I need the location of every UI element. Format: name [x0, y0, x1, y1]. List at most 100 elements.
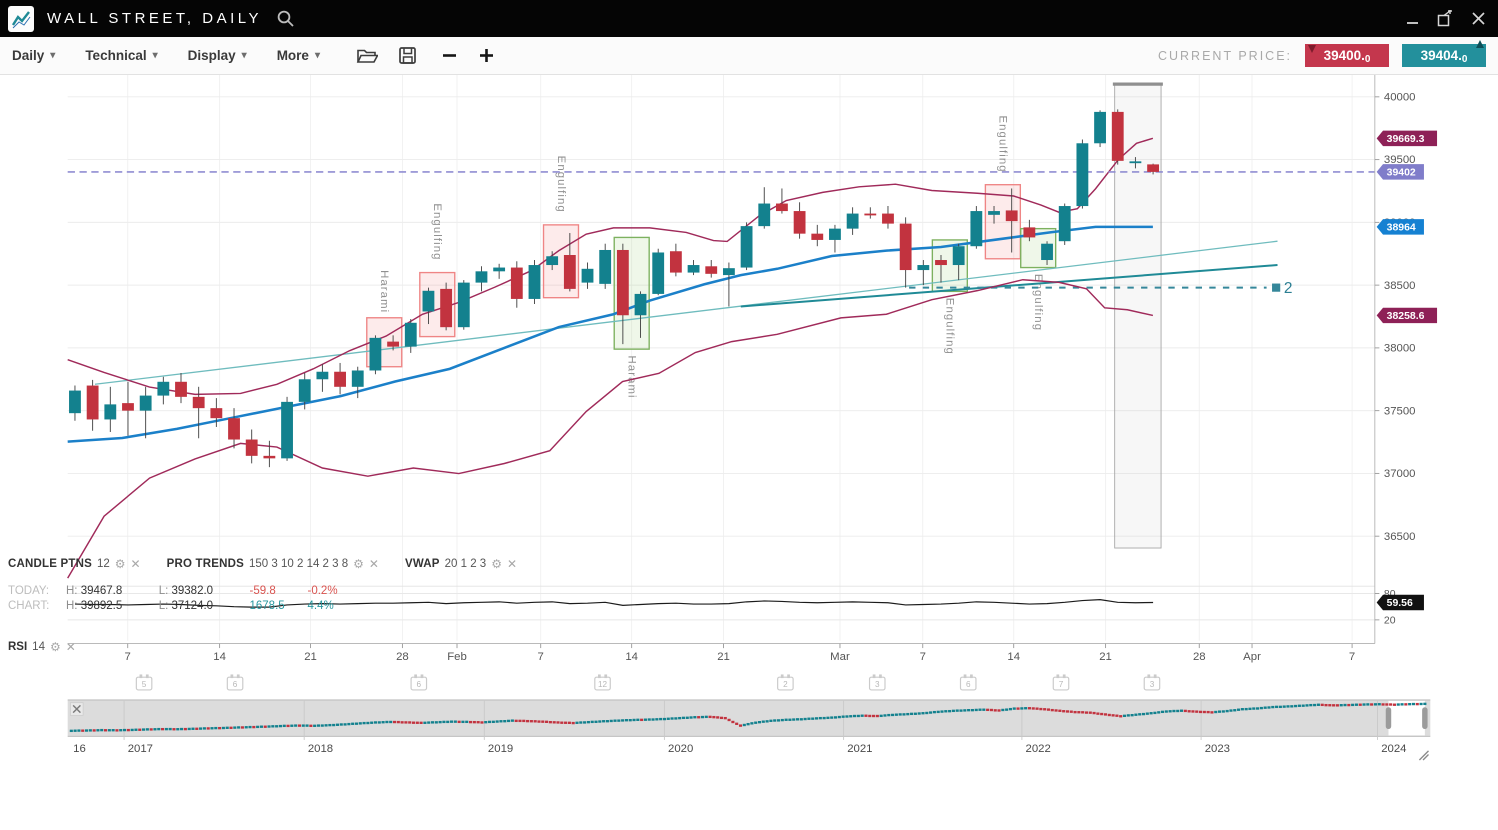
candle: [86, 385, 99, 420]
chevron-down-icon: ▾: [152, 50, 158, 61]
svg-text:39402: 39402: [1387, 168, 1416, 179]
current-price-label: CURRENT PRICE:: [1157, 48, 1292, 63]
indicator-pro-trends[interactable]: PRO TRENDS 150 3 10 2 14 2 3 8 ⚙ ✕: [166, 557, 379, 571]
candle: [669, 251, 682, 273]
candle: [1094, 111, 1106, 144]
svg-text:6: 6: [966, 680, 971, 689]
candle: [510, 267, 523, 299]
candle: [1041, 243, 1053, 261]
calendar-marker-icon[interactable]: 5: [135, 674, 153, 691]
candle: [404, 322, 417, 347]
svg-text:14: 14: [213, 651, 226, 663]
price-marker-badge: 38964: [1376, 219, 1424, 235]
svg-text:40000: 40000: [1384, 91, 1416, 103]
pattern-box-engulfing: Engulfing: [984, 115, 1022, 260]
candle: [281, 401, 293, 459]
trend-line-2[interactable]: [740, 264, 1278, 308]
svg-text:38964: 38964: [1387, 223, 1416, 234]
svg-text:7: 7: [920, 651, 926, 663]
chart-area: Harami Engulfing Engulfing Harami Engulfing E…: [0, 75, 1498, 830]
svg-text:5: 5: [142, 680, 147, 689]
zoom-out-button[interactable]: [441, 47, 458, 64]
window-title: WALL STREET, DAILY: [47, 10, 262, 27]
candle: [687, 265, 700, 273]
candle: [1129, 161, 1142, 164]
candle: [422, 290, 435, 312]
level-line-2[interactable]: 2: [909, 280, 1292, 297]
candle: [970, 211, 983, 247]
candle: [387, 341, 400, 347]
svg-text:37000: 37000: [1384, 468, 1416, 480]
candle: [104, 404, 117, 420]
candle: [440, 288, 453, 328]
candle: [599, 249, 612, 284]
rsi-line: [74, 599, 1154, 608]
save-icon[interactable]: [398, 46, 417, 65]
menu-technical[interactable]: Technical ▾: [85, 48, 158, 63]
indicator-vwap[interactable]: VWAP 20 1 2 3 ⚙ ✕: [404, 557, 518, 571]
zoom-in-button[interactable]: [478, 47, 495, 64]
settings-gear-icon[interactable]: ⚙: [353, 557, 364, 571]
menu-timeframe-daily[interactable]: Daily ▾: [12, 48, 56, 63]
candle: [316, 371, 329, 380]
indicator-candle-patterns[interactable]: CANDLE PTNS 12 ⚙ ✕: [8, 557, 141, 571]
calendar-marker-icon[interactable]: 2: [777, 674, 794, 691]
year-label: 2024: [1381, 743, 1406, 755]
candle: [634, 293, 647, 316]
close-button[interactable]: [1471, 11, 1486, 26]
remove-indicator-icon[interactable]: ✕: [65, 640, 76, 654]
candle: [369, 337, 382, 371]
remove-indicator-icon[interactable]: ✕: [368, 557, 379, 571]
settings-gear-icon[interactable]: ⚙: [49, 640, 61, 654]
candles-layer: [69, 109, 1160, 468]
candle: [882, 213, 894, 224]
price-marker-badge: 39669.3: [1376, 130, 1438, 147]
svg-text:7: 7: [538, 651, 544, 663]
candle: [1058, 206, 1071, 242]
calendar-marker-icon[interactable]: 6: [226, 674, 244, 691]
svg-text:7: 7: [1059, 680, 1064, 689]
settings-gear-icon[interactable]: ⚙: [491, 557, 502, 571]
candle: [228, 418, 240, 440]
nav-selection[interactable]: [1388, 700, 1425, 736]
price-chart-canvas[interactable]: Harami Engulfing Engulfing Harami Engulfing E…: [0, 75, 1498, 830]
nav-handle-left[interactable]: [1385, 707, 1392, 730]
svg-text:7: 7: [1349, 651, 1355, 663]
nav-close-icon[interactable]: [69, 702, 84, 716]
bid-price-badge[interactable]: 39400. 0: [1305, 44, 1389, 67]
calendar-marker-icon[interactable]: 3: [1143, 674, 1161, 691]
svg-text:2: 2: [783, 680, 788, 689]
nav-handle-right[interactable]: [1422, 707, 1428, 730]
remove-indicator-icon[interactable]: ✕: [130, 557, 141, 571]
trend-line-1[interactable]: [94, 240, 1278, 385]
resize-grip[interactable]: [1418, 750, 1429, 761]
svg-text:14: 14: [1007, 651, 1020, 663]
candle: [1111, 111, 1124, 161]
pattern-label: Engulfing: [997, 115, 1009, 172]
candle: [69, 390, 81, 414]
calendar-marker-icon[interactable]: 12: [594, 674, 611, 691]
candle: [210, 408, 223, 419]
candle: [475, 271, 488, 283]
restore-window-button[interactable]: [1437, 10, 1454, 27]
menu-display[interactable]: Display ▾: [187, 48, 247, 63]
minimize-button[interactable]: [1406, 12, 1420, 26]
settings-gear-icon[interactable]: ⚙: [114, 557, 126, 571]
candle: [351, 370, 364, 387]
remove-indicator-icon[interactable]: ✕: [506, 557, 518, 571]
calendar-marker-icon[interactable]: 7: [1052, 674, 1070, 691]
time-axis[interactable]: 7 14 21 28 Feb 7 14 21 Mar 7 14 21 28 Apr 7: [125, 643, 1356, 663]
svg-text:14: 14: [625, 651, 638, 663]
ask-price-badge[interactable]: 39404. 0: [1402, 40, 1486, 67]
indicator-rsi[interactable]: RSI 14 ⚙ ✕: [8, 640, 76, 654]
calendar-marker-icon[interactable]: 3: [868, 674, 886, 691]
year-label: 2022: [1026, 743, 1051, 755]
search-icon[interactable]: [276, 9, 296, 29]
title-bar: WALL STREET, DAILY: [0, 0, 1498, 37]
navigator[interactable]: 16 2017 2018 2019 2020 2021 2022 2023 2024: [67, 699, 1431, 755]
calendar-marker-icon[interactable]: 6: [410, 674, 428, 691]
menu-more[interactable]: More ▾: [276, 48, 320, 63]
candle: [1023, 227, 1036, 238]
open-folder-icon[interactable]: [356, 47, 378, 65]
calendar-marker-icon[interactable]: 6: [959, 674, 977, 691]
